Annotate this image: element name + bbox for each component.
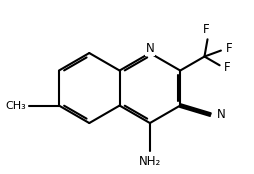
- Text: N: N: [217, 108, 226, 121]
- Text: F: F: [224, 61, 230, 74]
- Text: NH₂: NH₂: [139, 155, 161, 168]
- Text: F: F: [202, 23, 209, 36]
- Text: F: F: [226, 42, 233, 55]
- Text: N: N: [146, 42, 154, 55]
- Text: CH₃: CH₃: [5, 101, 26, 110]
